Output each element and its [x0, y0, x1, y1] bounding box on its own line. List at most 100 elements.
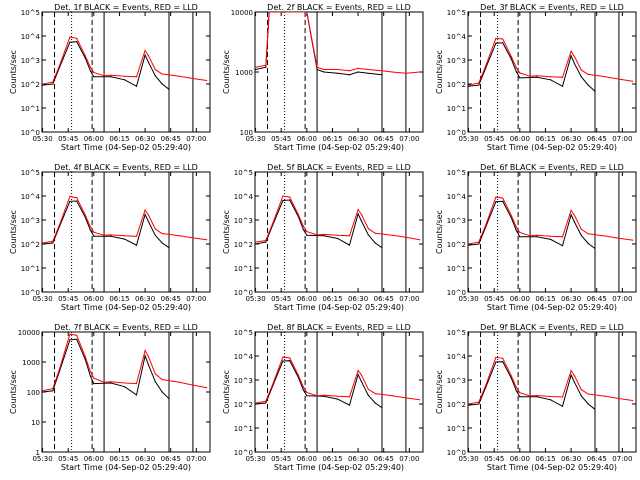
plot-title: Det. 6f BLACK = Events, RED = LLD	[480, 163, 624, 172]
data-point-lld	[147, 356, 150, 358]
series-line-events	[42, 338, 170, 400]
data-point-lld	[580, 388, 582, 391]
detector-plot-4: Det. 4f BLACK = Events, RED = LLD 05:30 05…	[9, 163, 211, 312]
data-point-lld	[391, 71, 393, 73]
data-point-lld	[42, 390, 44, 392]
y-tick-label: 10^0	[234, 449, 253, 457]
x-tick-label: 06:15	[322, 455, 342, 463]
x-tick-label: 07:00	[399, 455, 419, 463]
data-point-lld	[573, 214, 576, 217]
data-point-lld	[549, 235, 552, 237]
data-point-lld	[178, 75, 180, 77]
data-point-lld	[594, 234, 596, 236]
x-axis-label: Start Time (04-Sep-02 05:29:40)	[61, 143, 191, 152]
plot-frame	[254, 11, 424, 133]
y-axis-label: Counts/sec	[222, 50, 231, 94]
data-point-events	[348, 74, 351, 76]
y-tick-label: 10^0	[447, 129, 466, 137]
data-point-lld	[154, 228, 156, 230]
y-tick-label: 10^4	[21, 33, 41, 41]
plot-frame	[467, 11, 637, 133]
y-tick-label: 10^4	[447, 353, 467, 361]
data-point-lld	[316, 66, 318, 68]
x-tick-label: 06:30	[348, 455, 368, 463]
y-tick-label: 10^1	[447, 105, 466, 113]
data-point-lld	[336, 395, 339, 397]
data-point-events	[519, 396, 521, 398]
data-point-lld	[357, 209, 359, 211]
data-point-events	[478, 243, 480, 245]
series-line-events	[468, 42, 596, 92]
data-point-lld	[69, 36, 71, 38]
y-tick-label: 10^3	[21, 217, 40, 225]
data-point-lld	[529, 75, 531, 77]
data-point-events	[495, 201, 497, 203]
data-point-lld	[391, 395, 393, 397]
plot-title: Det. 7f BLACK = Events, RED = LLD	[54, 323, 198, 332]
x-tick-label: 06:00	[84, 135, 104, 143]
series-line-lld	[468, 37, 633, 86]
data-point-lld	[316, 234, 318, 236]
x-tick-label: 07:00	[399, 135, 419, 143]
data-point-lld	[93, 71, 95, 74]
data-point-events	[89, 229, 92, 231]
data-point-lld	[192, 77, 194, 80]
data-point-lld	[580, 69, 582, 71]
data-point-events	[42, 84, 44, 86]
data-point-events	[515, 71, 518, 73]
y-axis-label: Counts/sec	[222, 370, 231, 414]
data-point-lld	[93, 377, 95, 379]
data-point-lld	[570, 209, 572, 212]
x-tick-label: 05:30	[32, 295, 52, 303]
data-point-events	[594, 408, 596, 410]
data-point-lld	[536, 75, 538, 77]
x-tick-label: 06:45	[161, 455, 181, 463]
x-tick-label: 06:00	[297, 295, 317, 303]
data-point-events	[135, 85, 138, 87]
x-tick-label: 06:00	[510, 295, 530, 303]
data-point-lld	[192, 237, 194, 239]
x-tick-label: 05:45	[58, 455, 78, 463]
data-point-events	[289, 199, 291, 201]
x-tick-label: 06:00	[84, 455, 104, 463]
data-point-lld	[587, 73, 589, 76]
data-point-lld	[561, 396, 564, 398]
data-point-events	[360, 381, 363, 383]
plot-frame	[254, 171, 424, 293]
plot-frame	[41, 171, 211, 293]
y-tick-label: 100	[240, 129, 253, 137]
data-point-lld	[631, 80, 634, 82]
y-tick-label: 10^1	[234, 425, 253, 433]
y-tick-label: 10^5	[447, 329, 466, 337]
data-point-lld	[618, 237, 620, 239]
data-point-lld	[282, 195, 284, 197]
data-point-events	[519, 77, 521, 79]
data-point-events	[161, 391, 163, 393]
data-point-lld	[110, 381, 112, 383]
data-point-lld	[144, 49, 146, 52]
data-point-lld	[573, 375, 576, 377]
y-tick-label: 10000	[18, 329, 40, 337]
data-point-lld	[84, 55, 86, 57]
data-point-events	[84, 359, 86, 361]
x-tick-label: 07:00	[612, 295, 632, 303]
data-point-lld	[89, 226, 92, 228]
data-point-events	[580, 234, 582, 237]
y-tick-label: 10^0	[447, 449, 466, 457]
data-point-lld	[42, 242, 44, 244]
x-tick-label: 05:45	[484, 455, 504, 463]
data-point-events	[478, 403, 480, 405]
x-tick-label: 06:00	[297, 455, 317, 463]
data-point-events	[168, 88, 170, 90]
data-point-events	[515, 390, 518, 392]
data-point-events	[374, 242, 376, 244]
data-point-events	[69, 41, 71, 43]
data-point-events	[110, 235, 112, 237]
data-point-events	[89, 375, 92, 377]
x-tick-label: 06:15	[535, 295, 555, 303]
detector-plot-9: Det. 9f BLACK = Events, RED = LLD 05:30 05…	[435, 323, 637, 472]
series-group	[42, 195, 208, 249]
data-point-lld	[52, 81, 54, 83]
series-group	[42, 36, 208, 90]
